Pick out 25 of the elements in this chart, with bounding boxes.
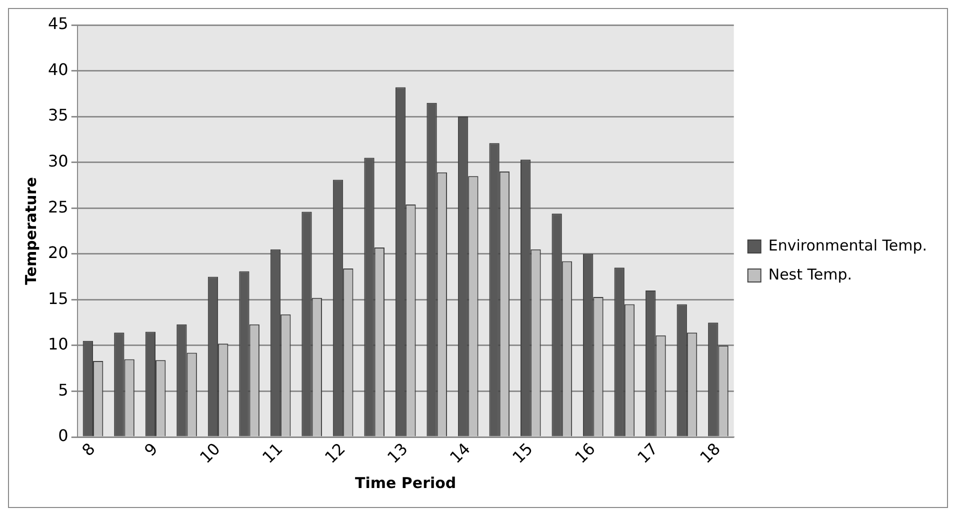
y-tick-label: 40 <box>48 60 68 79</box>
y-tick-label: 20 <box>48 243 68 262</box>
x-tick-label: 18 <box>696 439 724 467</box>
y-tick-label: 0 <box>58 426 68 446</box>
y-tick-label: 35 <box>48 106 68 125</box>
x-tick-label: 12 <box>321 439 349 467</box>
x-tick-label: 15 <box>508 439 536 467</box>
legend-label: Environmental Temp. <box>768 236 928 254</box>
x-tick-label: 8 <box>78 439 99 460</box>
y-tick-label: 5 <box>58 380 68 400</box>
legend-label: Nest Temp. <box>768 265 852 284</box>
y-tick-label: 25 <box>48 197 68 216</box>
x-tick-label: 10 <box>196 439 224 467</box>
y-tick-label: 45 <box>48 14 68 34</box>
x-tick-label: 17 <box>634 439 662 467</box>
y-tick-label: 15 <box>48 288 68 308</box>
x-tick-label: 14 <box>446 439 474 467</box>
y-tick-label: 10 <box>48 334 68 354</box>
x-tick-label: 16 <box>571 439 599 467</box>
x-tick-label: 11 <box>258 439 286 467</box>
x-axis-title: Time Period <box>355 474 456 492</box>
x-tick-label: 13 <box>384 439 412 467</box>
y-tick-label: 30 <box>48 152 68 170</box>
y-axis-title: Temperature <box>22 177 40 285</box>
x-tick-label: 9 <box>140 439 162 460</box>
